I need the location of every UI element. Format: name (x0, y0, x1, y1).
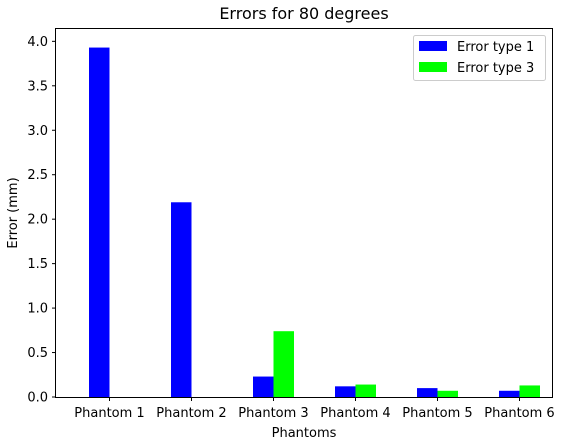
bar-error-type-1-phantom-6 (499, 390, 520, 397)
y-tick-label: 3.5 (27, 79, 48, 94)
y-tick-label: 0.5 (27, 346, 48, 361)
bar-error-type-1-phantom-3 (253, 376, 274, 397)
y-tick-label: 1.0 (27, 302, 48, 317)
legend-label-error-type-1: Error type 1 (457, 40, 534, 55)
x-axis-ticks: Phantom 1 Phantom 2 Phantom 3 Phantom 4 Phan… (74, 397, 555, 421)
bar-error-type-3-phantom-5 (437, 390, 458, 397)
legend-swatch-error-type-3 (419, 62, 447, 72)
legend: Error type 1 Error type 3 (413, 35, 546, 81)
x-tick-label: Phantom 4 (320, 406, 390, 421)
y-tick-label: 3.0 (27, 124, 48, 139)
y-tick-label: 2.0 (27, 213, 48, 228)
y-tick-label: 1.5 (27, 257, 48, 272)
bar-error-type-1-phantom-4 (335, 386, 356, 397)
chart-title: Errors for 80 degrees (219, 4, 388, 23)
bar-error-type-1-phantom-5 (417, 388, 438, 397)
x-tick-label: Phantom 5 (402, 406, 472, 421)
x-tick-label: Phantom 3 (238, 406, 308, 421)
legend-swatch-error-type-1 (419, 41, 447, 51)
x-axis-label: Phantoms (272, 426, 337, 441)
bar-error-type-1-phantom-1 (89, 47, 110, 397)
y-tick-label: 0.0 (27, 391, 48, 406)
x-tick-label: Phantom 1 (74, 406, 144, 421)
x-tick-label: Phantom 6 (484, 406, 554, 421)
y-tick-label: 4.0 (27, 35, 48, 50)
y-axis-label: Error (mm) (6, 177, 21, 248)
legend-label-error-type-3: Error type 3 (457, 61, 534, 76)
bar-error-type-3-phantom-4 (355, 384, 376, 397)
bar-error-type-3-phantom-6 (519, 385, 540, 397)
bars-group (89, 47, 540, 397)
x-tick-label: Phantom 2 (156, 406, 226, 421)
y-axis-ticks: 0.0 0.5 1.0 1.5 2.0 2.5 3.0 3.5 4.0 (27, 35, 56, 406)
y-tick-label: 2.5 (27, 168, 48, 183)
bar-error-type-1-phantom-2 (171, 202, 192, 397)
plot-frame (55, 28, 553, 398)
bar-error-type-3-phantom-3 (273, 331, 294, 397)
